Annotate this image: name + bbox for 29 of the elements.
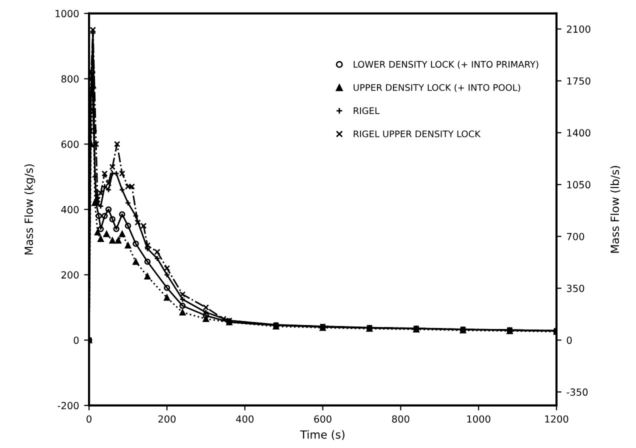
y2-tick-label: 1750 bbox=[567, 77, 590, 85]
y2-tick-label: 1400 bbox=[567, 129, 590, 137]
y2-tick-label: 0 bbox=[566, 336, 572, 344]
legend-label: LOWER DENSITY LOCK (+ INTO PRIMARY) bbox=[354, 60, 538, 69]
y-tick-label: 0 bbox=[74, 336, 79, 344]
y-tick-label: 800 bbox=[61, 75, 79, 83]
y-tick-label: -200 bbox=[58, 402, 79, 410]
x-tick-label: 1000 bbox=[467, 415, 490, 423]
x-tick-label: 800 bbox=[392, 415, 410, 423]
y2-axis-title: Mass Flow (lb/s) bbox=[610, 166, 620, 253]
x-tick-label: 0 bbox=[86, 415, 92, 423]
x-axis-title: Time (s) bbox=[300, 430, 344, 440]
y2-tick-label: 350 bbox=[566, 284, 584, 292]
y2-tick-label: 2100 bbox=[566, 25, 590, 33]
y2-tick-label: 700 bbox=[567, 232, 584, 240]
y2-tick-label: 1050 bbox=[567, 181, 590, 188]
legend-label: RIGEL bbox=[354, 107, 380, 114]
legend-label: RIGEL UPPER DENSITY LOCK bbox=[354, 130, 481, 138]
y-tick-label: 600 bbox=[61, 140, 79, 148]
y-axis-title: Mass Flow (kg/s) bbox=[24, 164, 36, 254]
x-tick-label: 400 bbox=[236, 415, 254, 423]
y-tick-label: 1000 bbox=[56, 10, 79, 18]
y2-tick-label: -350 bbox=[566, 388, 588, 396]
x-tick-label: 200 bbox=[158, 415, 176, 423]
x-tick-label: 1200 bbox=[545, 415, 568, 423]
y-tick-label: 400 bbox=[61, 206, 79, 214]
legend-label: UPPER DENSITY LOCK (+ INTO POOL) bbox=[354, 84, 520, 92]
y-tick-label: 200 bbox=[61, 271, 79, 279]
x-tick-label: 600 bbox=[314, 415, 332, 423]
